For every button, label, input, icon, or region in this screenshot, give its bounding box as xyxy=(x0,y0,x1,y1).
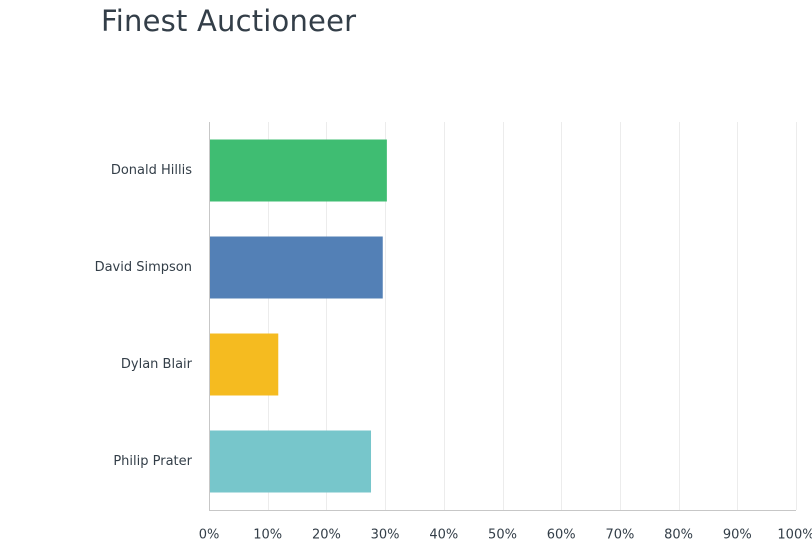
category-label: Philip Prater xyxy=(113,454,192,469)
x-tick-label: 30% xyxy=(371,528,400,543)
category-label: David Simpson xyxy=(95,260,192,275)
bar xyxy=(209,236,383,299)
axes xyxy=(209,122,796,511)
chart-title: Finest Auctioneer xyxy=(101,4,357,38)
x-tick-label: 100% xyxy=(777,528,812,543)
x-tick-label: 0% xyxy=(199,528,220,543)
category-label: Dylan Blair xyxy=(121,357,193,372)
x-tick-label: 40% xyxy=(429,528,458,543)
x-tick-label: 10% xyxy=(253,528,282,543)
x-tick-label: 60% xyxy=(547,528,576,543)
bar xyxy=(209,430,372,493)
bar xyxy=(209,333,279,396)
x-tick-label: 90% xyxy=(723,528,752,543)
x-tick-label: 70% xyxy=(605,528,634,543)
labels: Donald Hillis David Simpson Dylan Blair Phi… xyxy=(95,163,812,543)
x-tick-label: 50% xyxy=(488,528,517,543)
x-tick-label: 20% xyxy=(312,528,341,543)
bar xyxy=(209,139,387,202)
bars xyxy=(209,139,387,493)
category-label: Donald Hillis xyxy=(111,163,192,178)
x-tick-label: 80% xyxy=(664,528,693,543)
